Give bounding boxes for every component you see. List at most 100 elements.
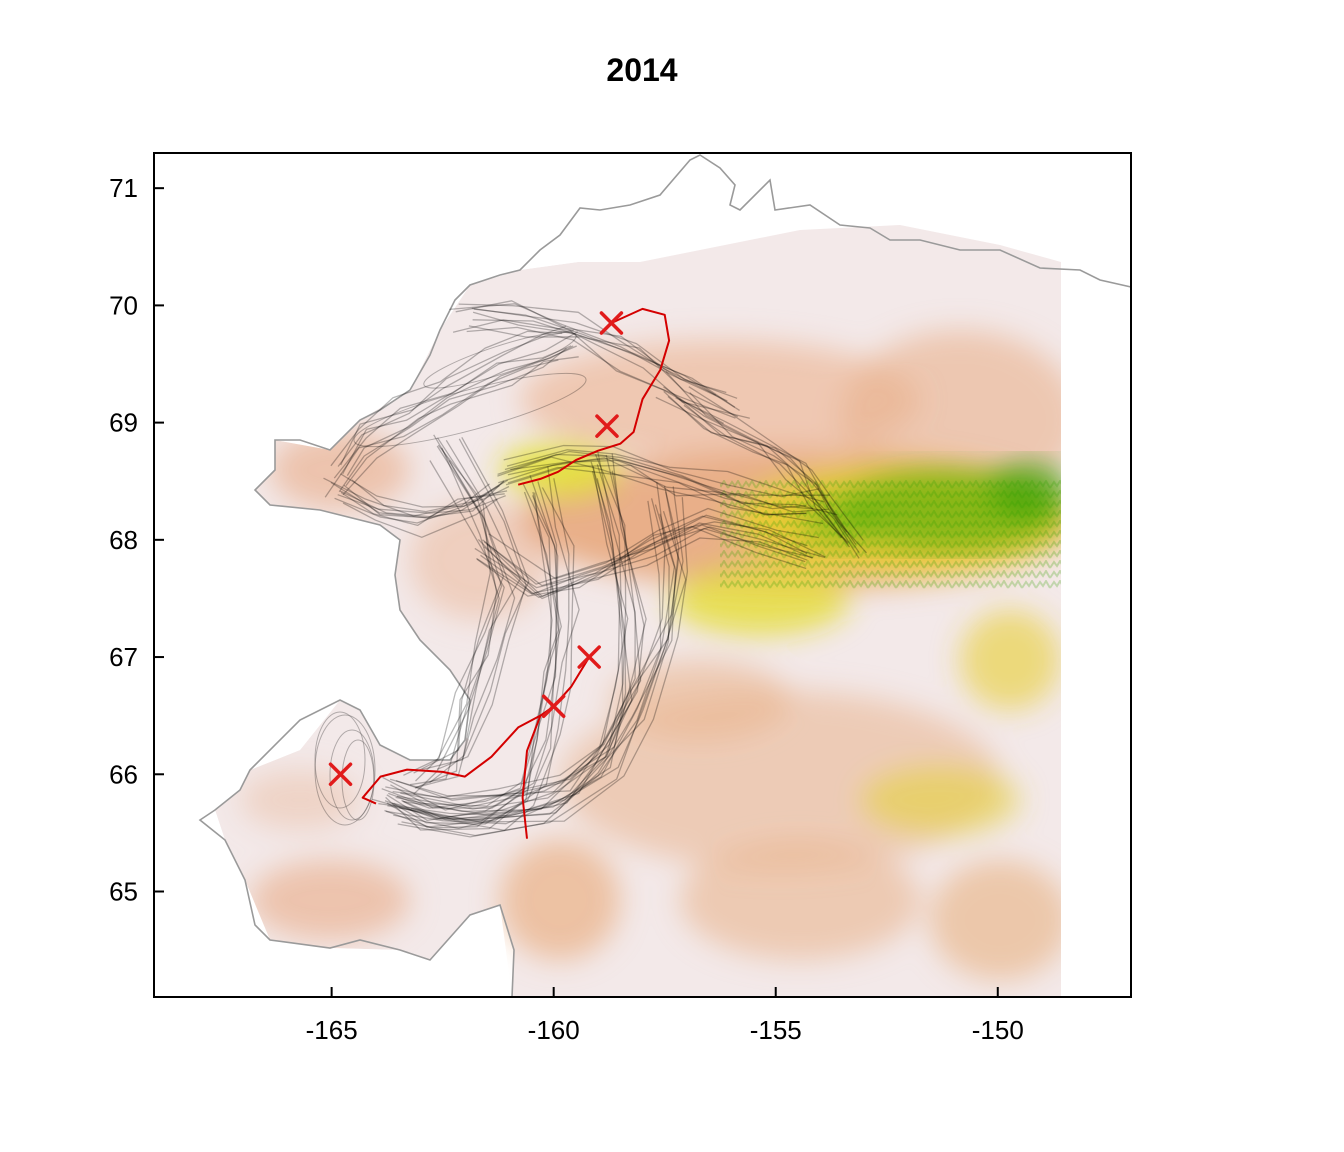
herd-track-line <box>338 347 567 493</box>
herd-tracks <box>323 300 867 838</box>
herd-track-line <box>388 481 558 809</box>
herd-track-line <box>393 504 676 830</box>
herd-track-line <box>472 311 740 411</box>
herd-track-line <box>392 452 636 800</box>
herd-track-line <box>387 500 662 821</box>
herd-track-line <box>476 524 806 595</box>
herd-track-line <box>510 457 813 510</box>
herd-track-line <box>414 445 498 789</box>
herd-track-line <box>386 475 559 822</box>
herd-track-line <box>688 386 864 541</box>
herd-track-line <box>397 510 687 838</box>
x-tick-label: -165 <box>306 1015 358 1045</box>
herd-track-line <box>482 522 813 585</box>
highlighted-tracks <box>361 307 671 839</box>
arctic-ocean-east <box>1061 153 1131 997</box>
herd-track-line <box>413 437 505 774</box>
herd-track-line <box>472 319 739 418</box>
herd-track-line <box>340 473 509 508</box>
herd-track-line <box>337 494 506 514</box>
winter-range-cluster <box>314 331 587 826</box>
plot-frame <box>153 152 1132 998</box>
x-tick-label: -150 <box>972 1015 1024 1045</box>
x-marker <box>577 645 601 669</box>
x-marker <box>599 311 624 335</box>
herd-track-line <box>477 514 808 595</box>
herd-track-line <box>689 392 867 554</box>
herd-track-line <box>351 479 510 513</box>
herd-track-line <box>378 464 633 817</box>
herd-track-line <box>393 470 645 821</box>
elevation-raster <box>154 153 1131 997</box>
herd-track-line <box>415 444 491 782</box>
herd-track-line <box>503 444 820 498</box>
herd-track-line <box>399 498 670 822</box>
herd-track-line <box>497 456 807 516</box>
herd-track-line <box>340 491 505 527</box>
herd-track-line <box>333 345 572 479</box>
herd-track-line <box>497 453 807 510</box>
herd-track-line <box>382 454 627 811</box>
y-tick-label: 65 <box>109 877 138 907</box>
herd-track-line <box>334 485 500 524</box>
herd-track-line <box>507 466 824 525</box>
herd-track-line <box>342 331 579 475</box>
y-tick-label: 68 <box>109 525 138 555</box>
x-tick-label: -155 <box>750 1015 802 1045</box>
herd-track-line <box>391 495 560 825</box>
y-tick-label: 69 <box>109 408 138 438</box>
herd-track-line <box>429 436 530 784</box>
highlight-track-line <box>517 307 671 486</box>
y-tick-label: 67 <box>109 642 138 672</box>
x-tick-label: -160 <box>528 1015 580 1045</box>
herd-track-line <box>385 470 627 825</box>
herd-track-line <box>471 307 738 399</box>
herd-track-line <box>330 330 563 467</box>
map-canvas <box>154 153 1131 997</box>
herd-track-line <box>400 485 680 808</box>
chart-title: 2014 <box>606 52 678 88</box>
herd-track-line <box>409 447 500 786</box>
herd-track-line <box>403 486 684 815</box>
bering-strait-water <box>154 153 578 997</box>
herd-track-line <box>455 300 717 396</box>
herd-track-line <box>655 396 849 544</box>
herd-track-line <box>384 491 560 829</box>
herd-track-line <box>678 398 860 553</box>
herd-track-line <box>480 537 808 599</box>
herd-track-line <box>386 492 553 828</box>
herd-track-line <box>504 450 831 496</box>
herd-track-line <box>343 481 505 519</box>
herd-track-line <box>498 457 806 516</box>
herd-track-line <box>483 521 826 600</box>
x-axis: -165 -160 -155 -150 <box>306 987 1024 1045</box>
herd-track-line <box>507 459 838 516</box>
herd-track-line <box>468 325 750 419</box>
herd-track-line <box>483 526 826 587</box>
herd-track-line <box>385 491 562 831</box>
herd-track-line <box>342 345 577 496</box>
herd-track-line <box>421 439 521 771</box>
herd-track-line <box>667 396 851 548</box>
herd-track-line <box>663 390 849 543</box>
herd-track-line <box>345 356 579 486</box>
herd-track-line <box>389 453 647 797</box>
coastline <box>198 154 1131 997</box>
herd-track-line <box>346 345 574 476</box>
herd-track-line <box>371 466 629 819</box>
herd-track-line <box>476 525 807 597</box>
herd-track-line <box>401 513 677 837</box>
herd-track-line <box>663 386 843 539</box>
highlight-track-line <box>361 712 546 805</box>
herd-track-line <box>683 404 860 559</box>
herd-track-line <box>452 319 724 425</box>
herd-track-line <box>384 478 624 820</box>
herd-track-line <box>410 497 689 823</box>
herd-track-line <box>466 326 736 419</box>
herd-track-line <box>323 477 490 517</box>
herd-track-line <box>395 491 680 813</box>
herd-track-line <box>458 303 727 394</box>
herd-track-line <box>396 482 666 810</box>
herd-track-line <box>403 434 503 776</box>
